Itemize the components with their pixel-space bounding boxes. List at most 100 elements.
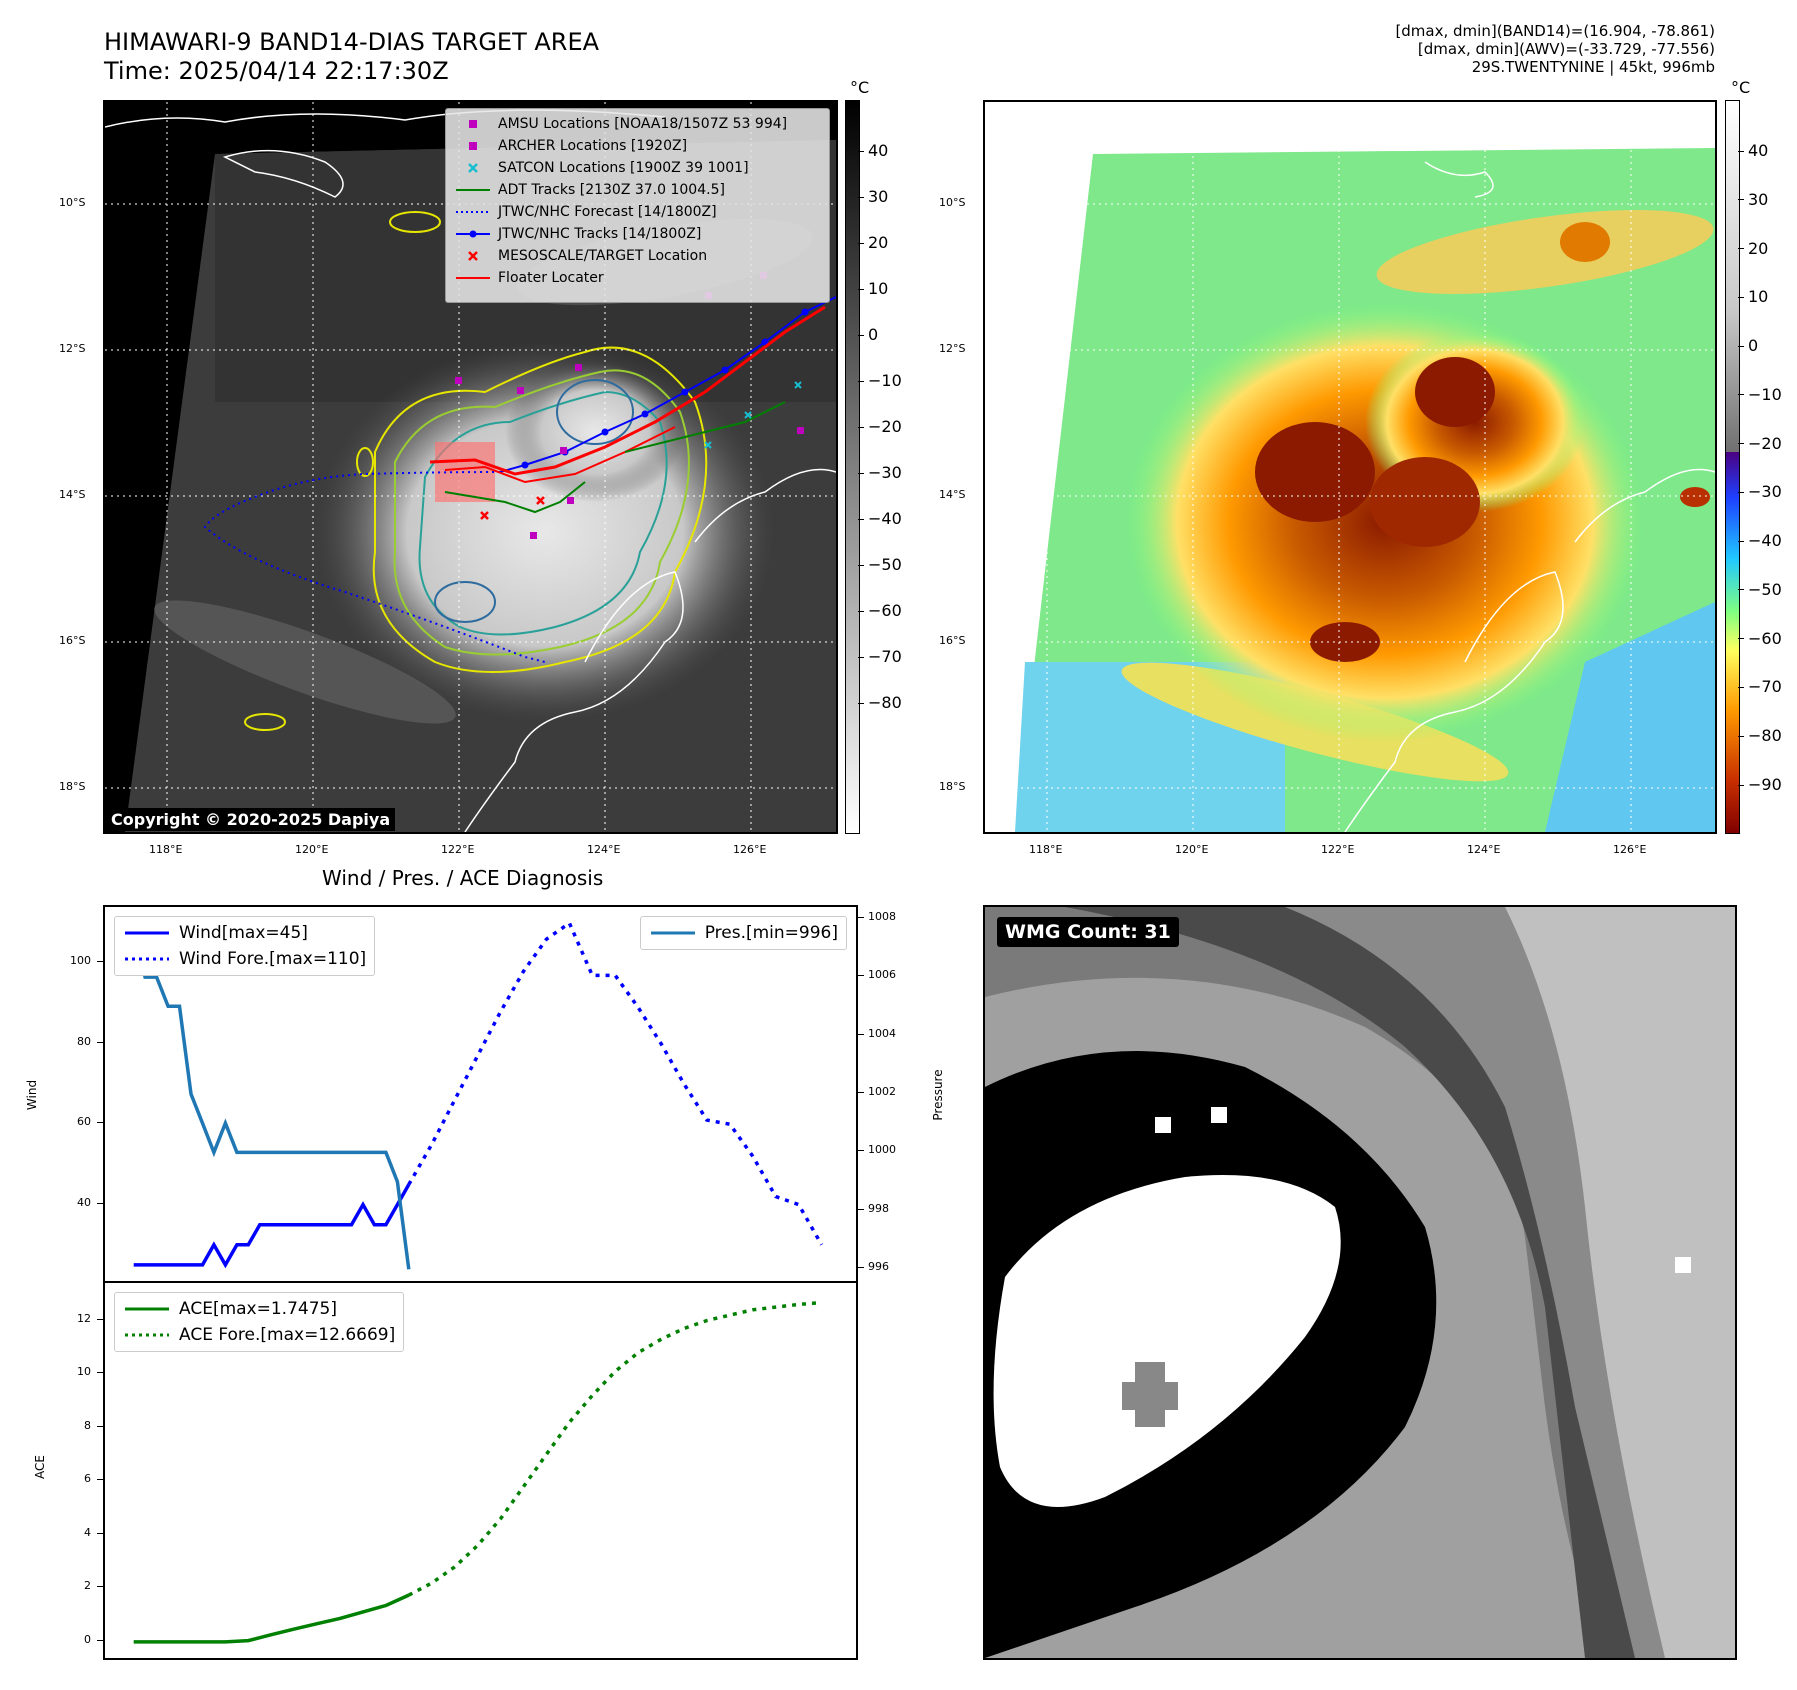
gray-colorbar-tick: 30 [868, 187, 889, 206]
wind-pressure-plot [131, 918, 824, 1270]
ace-tick-mark [97, 1586, 103, 1588]
ace-tick-label: 12 [77, 1311, 91, 1325]
wind-legend-label: Wind[max=45] [179, 923, 308, 943]
figure-time: Time: 2025/04/14 22:17:30Z [104, 57, 449, 85]
color-colorbar-tick: 40 [1748, 141, 1769, 160]
ace-legend-line [125, 1307, 169, 1311]
lat-tick-label: 12°S [939, 342, 966, 355]
color-colorbar-tick: −70 [1748, 677, 1782, 697]
ace-tick-mark [97, 1532, 103, 1534]
legend-symbol [454, 162, 492, 174]
pressure-tick-mark [858, 1150, 864, 1152]
gray-colorbar-tick-mark [858, 288, 864, 290]
lat-tick-label: 12°S [59, 342, 86, 355]
color-colorbar [1725, 100, 1740, 834]
pressure-tick-mark [858, 916, 864, 918]
legend-label: SATCON Locations [1900Z 39 1001] [498, 160, 749, 176]
wind-legend: Wind[max=45] Wind Fore.[max=110] [114, 916, 376, 976]
lat-tick-label: 16°S [939, 634, 966, 647]
ace-tick-label: 4 [84, 1525, 91, 1539]
color-colorbar-tick-mark [1738, 491, 1744, 493]
color-colorbar-tick-mark [1738, 199, 1744, 201]
color-colorbar-tick: 10 [1748, 287, 1769, 307]
pressure-tick-mark [858, 1092, 864, 1093]
gray-colorbar-tick: 0 [868, 325, 879, 344]
color-ir-map-panel [983, 100, 1717, 834]
wmg-image [985, 907, 1735, 1658]
pressure-tick-mark [858, 975, 864, 977]
legend-label: MESOSCALE/TARGET Location [498, 248, 708, 264]
ace-line [133, 1593, 410, 1644]
lat-tick-label: 18°S [939, 780, 966, 793]
lat-tick-label: 14°S [939, 488, 966, 501]
wind-tick-label: 60 [77, 1115, 91, 1129]
gray-colorbar-tick: −30 [868, 463, 902, 482]
color-colorbar-tick-mark [1738, 443, 1744, 445]
legend-label: JTWC/NHC Tracks [14/1800Z] [498, 226, 702, 242]
ace-tick-mark [97, 1372, 103, 1374]
awv-range: [dmax, dmin](AWV)=(-33.729, -77.556) [1417, 40, 1715, 58]
gray-colorbar-tick: 10 [868, 279, 889, 298]
legend-symbol [454, 118, 492, 130]
pressure-axis-label: Pressure [931, 1069, 945, 1121]
pressure-tick-mark [858, 1208, 864, 1210]
diagnosis-title: Wind / Pres. / ACE Diagnosis [322, 866, 604, 890]
figure-title: HIMAWARI-9 BAND14-DIAS TARGET AREA [104, 28, 600, 56]
pressure-tick-mark [858, 1033, 864, 1035]
pres-legend-line [650, 931, 695, 935]
color-colorbar-unit: °C [1731, 78, 1751, 97]
pressure-tick-label: 998 [868, 1201, 889, 1215]
color-ir-map-image [985, 102, 1715, 832]
ace-fore-legend-label: ACE Fore.[max=12.6669] [179, 1325, 396, 1345]
lat-tick-label: 14°S [59, 488, 86, 501]
color-colorbar-tick: 0 [1748, 336, 1759, 356]
legend-item: ADT Tracks [2130Z 37.0 1004.5] [454, 179, 821, 201]
wind-tick-mark [97, 1122, 103, 1124]
legend-label: JTWC/NHC Forecast [14/1800Z] [498, 204, 717, 220]
color-colorbar-tick-mark [1738, 784, 1744, 786]
legend-label: Floater Locater [498, 270, 604, 286]
wind-tick-label: 80 [77, 1034, 91, 1048]
ace-tick-label: 8 [84, 1418, 91, 1432]
lon-tick-label: 126°E [1613, 843, 1647, 856]
color-colorbar-tick: 20 [1748, 238, 1769, 258]
wind-tick-mark [97, 1202, 103, 1204]
lat-tick-label: 10°S [59, 196, 86, 209]
gray-colorbar-tick: 40 [868, 141, 889, 160]
wmg-panel: WMG Count: 31 [983, 905, 1737, 1660]
color-colorbar-tick: 30 [1748, 189, 1769, 209]
map-legend: AMSU Locations [NOAA18/1507Z 53 994] ARCH… [445, 108, 830, 303]
lon-tick-label: 124°E [1467, 843, 1501, 856]
ace-axis-label: ACE [33, 1455, 47, 1479]
wind-tick-mark [97, 961, 103, 963]
legend-item: MESOSCALE/TARGET Location [454, 245, 821, 267]
color-colorbar-tick: −90 [1748, 775, 1782, 794]
lat-tick-label: 10°S [939, 196, 966, 209]
color-colorbar-tick-mark [1738, 394, 1744, 396]
pres-legend-label: Pres.[min=996] [704, 923, 838, 943]
gray-colorbar-unit: °C [850, 78, 870, 97]
lon-tick-label: 126°E [733, 843, 767, 856]
legend-item: SATCON Locations [1900Z 39 1001] [454, 157, 821, 179]
gray-colorbar-tick: −10 [868, 371, 902, 390]
ace-tick-label: 6 [84, 1472, 91, 1486]
color-colorbar-tick-mark [1738, 638, 1744, 640]
gray-colorbar-tick: −40 [868, 509, 902, 528]
pressure-legend: Pres.[min=996] [639, 916, 847, 950]
ace-tick-mark [97, 1318, 103, 1320]
color-colorbar-tick: −60 [1748, 628, 1782, 648]
band14-range: [dmax, dmin](BAND14)=(16.904, -78.861) [1395, 22, 1715, 40]
wind-tick-label: 100 [70, 954, 91, 968]
lon-tick-label: 120°E [295, 843, 329, 856]
gray-colorbar-tick-mark [858, 380, 864, 382]
storm-info: 29S.TWENTYNINE | 45kt, 996mb [1471, 58, 1715, 76]
color-colorbar-tick: −10 [1748, 384, 1782, 404]
legend-symbol [454, 206, 492, 218]
legend-label: ADT Tracks [2130Z 37.0 1004.5] [498, 182, 725, 198]
legend-item: AMSU Locations [NOAA18/1507Z 53 994] [454, 113, 821, 135]
gray-colorbar-tick: −70 [868, 647, 902, 666]
pressure-tick-label: 1004 [868, 1026, 896, 1040]
legend-item: JTWC/NHC Forecast [14/1800Z] [454, 201, 821, 223]
gray-colorbar-tick-mark [858, 656, 864, 658]
pressure-tick-mark [858, 1267, 864, 1269]
